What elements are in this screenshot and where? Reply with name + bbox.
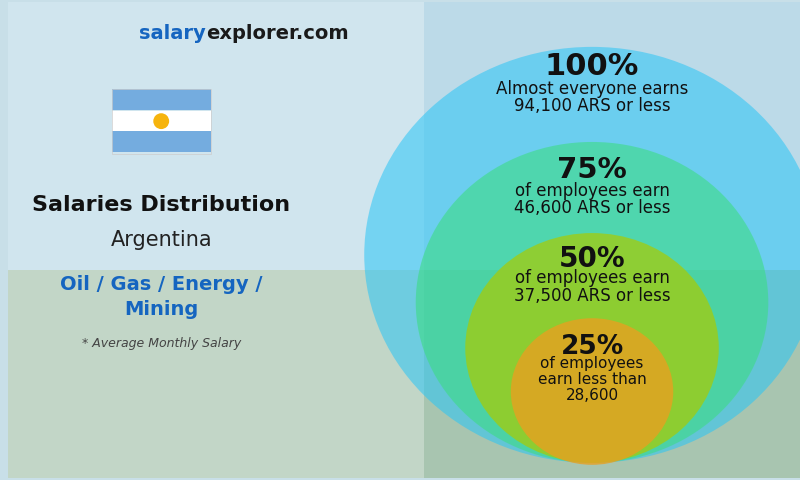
Text: Mining: Mining <box>124 300 198 319</box>
Text: 25%: 25% <box>560 334 624 360</box>
Text: Almost everyone earns: Almost everyone earns <box>496 80 688 97</box>
Text: of employees: of employees <box>540 356 644 371</box>
Bar <box>8 270 800 478</box>
Bar <box>8 2 800 270</box>
Text: salary: salary <box>139 24 206 43</box>
Text: Argentina: Argentina <box>110 230 212 250</box>
Text: 75%: 75% <box>557 156 627 184</box>
Ellipse shape <box>364 47 800 463</box>
Text: 46,600 ARS or less: 46,600 ARS or less <box>514 199 670 217</box>
Text: earn less than: earn less than <box>538 372 646 387</box>
Text: of employees earn: of employees earn <box>514 269 670 287</box>
Text: 37,500 ARS or less: 37,500 ARS or less <box>514 287 670 304</box>
Ellipse shape <box>416 142 768 463</box>
Circle shape <box>154 113 169 129</box>
Text: Salaries Distribution: Salaries Distribution <box>32 195 290 216</box>
Text: 28,600: 28,600 <box>566 387 618 403</box>
Text: Oil / Gas / Energy /: Oil / Gas / Energy / <box>60 275 262 294</box>
Bar <box>112 111 210 132</box>
Bar <box>112 89 210 110</box>
Bar <box>112 89 210 154</box>
Text: * Average Monthly Salary: * Average Monthly Salary <box>82 337 241 350</box>
Text: of employees earn: of employees earn <box>514 181 670 200</box>
Text: 50%: 50% <box>558 245 626 273</box>
Ellipse shape <box>511 318 674 465</box>
Text: explorer.com: explorer.com <box>206 24 349 43</box>
Bar <box>8 2 424 478</box>
Text: 100%: 100% <box>545 52 639 81</box>
Ellipse shape <box>466 233 718 463</box>
Text: 94,100 ARS or less: 94,100 ARS or less <box>514 97 670 115</box>
Bar <box>112 131 210 152</box>
